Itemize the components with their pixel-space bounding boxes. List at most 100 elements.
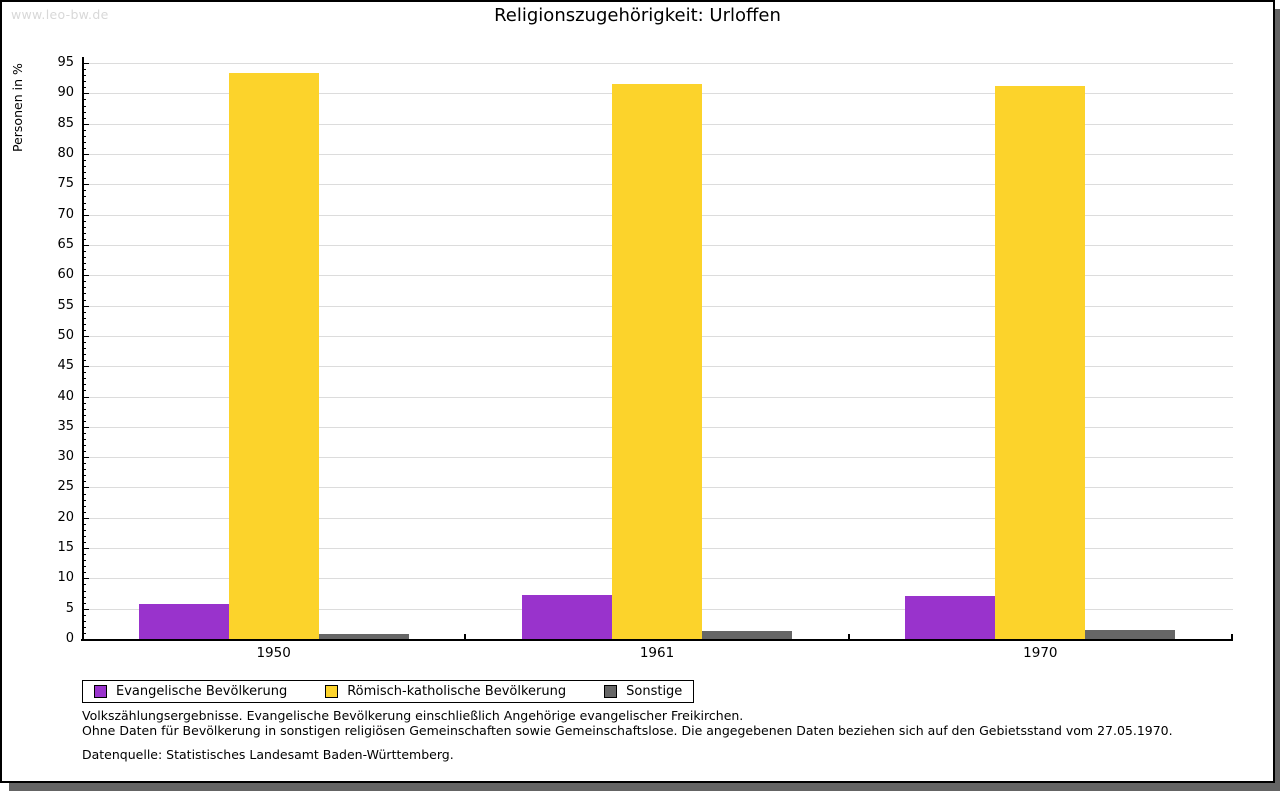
- y-axis-minor-tick: [83, 299, 86, 301]
- y-axis-minor-tick: [83, 257, 86, 259]
- y-axis-minor-tick: [83, 378, 86, 380]
- y-axis-minor-tick: [83, 542, 86, 543]
- y-axis-minor-tick: [83, 226, 86, 228]
- y-tick-label: 5: [65, 600, 74, 616]
- y-axis-minor-tick: [83, 402, 86, 404]
- y-axis-line: [82, 57, 84, 641]
- legend-swatch: [604, 685, 618, 698]
- y-axis-minor-tick: [83, 360, 86, 362]
- x-tick-label: 1970: [1023, 645, 1058, 661]
- y-axis-minor-tick: [83, 263, 86, 265]
- y-axis-minor-tick: [83, 208, 86, 210]
- legend-label: Evangelische Bevölkerung: [116, 684, 288, 699]
- y-axis-minor-tick: [83, 190, 86, 192]
- x-tick-label: 1950: [256, 645, 291, 661]
- y-axis-minor-tick: [83, 220, 86, 222]
- y-axis-minor-tick: [83, 438, 86, 440]
- y-axis-minor-tick: [83, 354, 86, 356]
- y-axis-major-tick: [83, 608, 89, 610]
- y-axis-minor-tick: [83, 620, 86, 622]
- y-axis-minor-tick: [83, 535, 86, 537]
- y-tick-label: 60: [57, 267, 74, 283]
- y-axis-minor-tick: [83, 160, 86, 162]
- y-axis-minor-tick: [83, 147, 86, 149]
- y-axis-major-tick: [83, 63, 89, 65]
- y-axis-minor-tick: [83, 372, 86, 374]
- legend-swatch: [94, 685, 107, 698]
- y-tick-label: 25: [57, 479, 74, 495]
- y-axis-minor-tick: [83, 384, 86, 386]
- x-tick-label: 1961: [639, 645, 675, 661]
- y-axis-minor-tick: [83, 626, 86, 628]
- y-tick-label: 75: [57, 176, 74, 192]
- y-tick-label: 95: [57, 55, 74, 71]
- y-axis-minor-tick: [83, 69, 86, 71]
- y-axis-minor-tick: [83, 196, 86, 198]
- y-axis-major-tick: [83, 275, 89, 277]
- y-axis-minor-tick: [83, 390, 86, 392]
- legend-item: Evangelische Bevölkerung: [94, 684, 287, 699]
- y-axis-minor-tick: [83, 135, 86, 137]
- y-axis-minor-tick: [83, 129, 86, 131]
- y-axis-major-tick: [83, 548, 89, 550]
- y-axis-minor-tick: [83, 481, 86, 483]
- y-axis-major-tick: [83, 214, 89, 216]
- bar: [995, 86, 1086, 639]
- source-note: Datenquelle: Statistisches Landesamt Bad…: [82, 747, 454, 762]
- y-axis-minor-tick: [83, 178, 86, 180]
- y-axis-major-tick: [83, 426, 89, 428]
- y-axis-minor-tick: [83, 87, 86, 89]
- x-axis-boundary-tick: [464, 634, 467, 639]
- y-axis-minor-tick: [83, 590, 86, 592]
- y-axis-major-tick: [83, 366, 89, 368]
- x-axis-boundary-tick: [1231, 634, 1233, 639]
- y-axis-minor-tick: [83, 463, 86, 465]
- y-axis-minor-tick: [83, 445, 86, 446]
- y-axis-minor-tick: [83, 232, 86, 234]
- y-axis-minor-tick: [83, 81, 86, 83]
- y-tick-label: 50: [57, 327, 74, 343]
- legend: Evangelische Bevölkerung Römisch-katholis…: [82, 680, 695, 703]
- y-axis-minor-tick: [83, 348, 86, 349]
- y-axis-minor-tick: [83, 269, 86, 271]
- y-axis-minor-tick: [83, 311, 86, 313]
- y-axis-minor-tick: [83, 602, 86, 604]
- y-axis-minor-tick: [83, 281, 86, 283]
- y-tick-label: 10: [57, 570, 74, 586]
- y-axis-minor-tick: [83, 414, 86, 416]
- y-tick-label: 30: [57, 449, 74, 465]
- y-tick-label: 15: [57, 540, 74, 556]
- y-axis-minor-tick: [83, 293, 86, 295]
- y-axis-major-tick: [83, 396, 89, 398]
- y-tick-label: 85: [57, 115, 74, 131]
- y-axis-minor-tick: [83, 475, 86, 477]
- y-axis-minor-tick: [83, 105, 86, 107]
- y-tick-label: 70: [57, 206, 74, 222]
- y-axis-minor-tick: [83, 99, 86, 101]
- y-axis-minor-tick: [83, 238, 86, 240]
- gridline: [83, 63, 1233, 65]
- y-axis-minor-tick: [83, 172, 86, 174]
- y-axis-minor-tick: [83, 287, 86, 289]
- footnote-line-1: Volkszählungsergebnisse. Evangelische Be…: [82, 708, 744, 723]
- y-axis-major-tick: [83, 154, 89, 155]
- bar: [1085, 629, 1176, 639]
- y-axis-major-tick: [83, 335, 89, 337]
- y-axis-minor-tick: [83, 566, 86, 568]
- y-axis-major-tick: [83, 244, 89, 246]
- legend-item: Sonstige: [604, 684, 682, 699]
- y-axis-minor-tick: [83, 505, 86, 507]
- y-axis-major-tick: [83, 578, 89, 580]
- bar: [138, 603, 229, 639]
- legend-label: Sonstige: [626, 684, 683, 699]
- y-axis-minor-tick: [83, 251, 86, 252]
- y-axis-minor-tick: [83, 554, 86, 556]
- watermark: www.leo-bw.de: [11, 7, 109, 22]
- y-axis-minor-tick: [83, 111, 86, 113]
- y-axis-minor-tick: [83, 329, 86, 331]
- y-axis-minor-tick: [83, 317, 86, 319]
- y-axis-minor-tick: [83, 584, 86, 586]
- legend-item: Römisch-katholische Bevölkerung: [325, 684, 566, 699]
- y-axis-minor-tick: [83, 323, 86, 325]
